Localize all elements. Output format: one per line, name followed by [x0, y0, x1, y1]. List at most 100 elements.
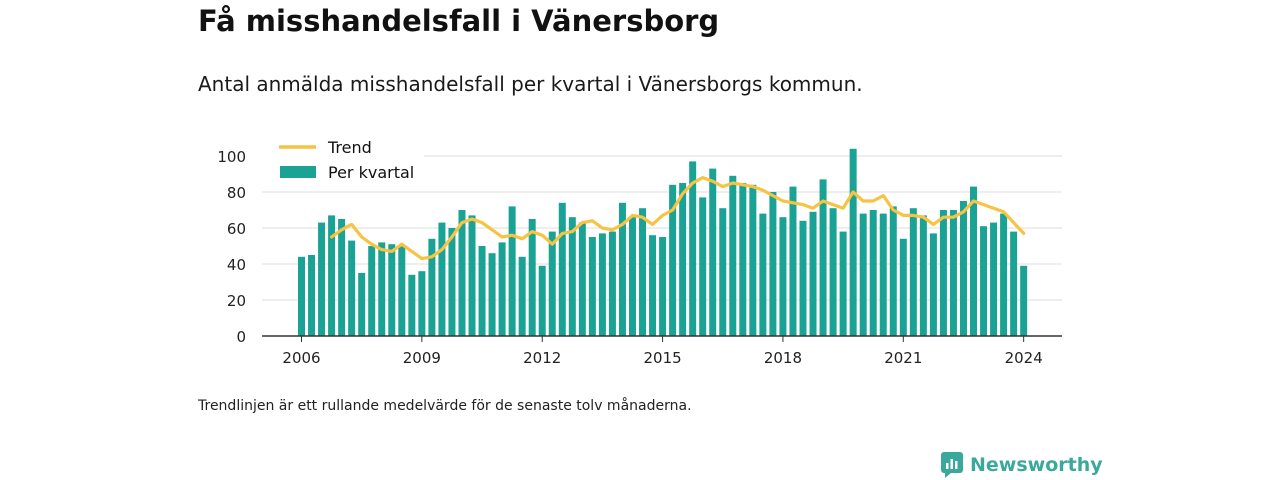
bar — [939, 210, 947, 336]
bar — [829, 208, 837, 336]
bar — [889, 206, 897, 336]
y-tick-label: 0 — [236, 328, 246, 346]
bar — [468, 215, 476, 336]
bar — [869, 210, 877, 336]
page-title: Få misshandelsfall i Vänersborg — [198, 4, 720, 38]
brand-name: Newsworthy — [970, 454, 1103, 476]
bar — [759, 213, 767, 336]
y-axis-ticks: 0 20 40 60 80 100 — [217, 148, 246, 346]
bar — [879, 213, 887, 336]
bar — [528, 219, 536, 336]
bar — [428, 238, 436, 336]
bar — [719, 208, 727, 336]
y-tick-label: 60 — [227, 220, 246, 238]
bar — [458, 210, 466, 336]
bar — [398, 246, 406, 336]
bar — [588, 237, 596, 336]
bar — [1010, 231, 1018, 336]
bar — [980, 226, 988, 336]
legend-bar-swatch — [280, 166, 316, 178]
bar — [358, 273, 366, 336]
bar — [819, 179, 827, 336]
y-tick-label: 40 — [227, 256, 246, 274]
bar — [1020, 265, 1028, 336]
bar — [388, 244, 396, 336]
bar — [809, 211, 817, 336]
bar — [970, 186, 978, 336]
bar — [478, 246, 486, 336]
bar — [608, 231, 616, 336]
y-tick-label: 100 — [217, 148, 246, 166]
bar — [779, 217, 787, 336]
x-tick-label: 2021 — [884, 349, 922, 367]
bar — [919, 215, 927, 336]
legend: Trend Per kvartal — [262, 134, 424, 190]
footnote: Trendlinjen är ett rullande medelvärde f… — [198, 398, 692, 414]
bar — [498, 242, 506, 336]
bar — [699, 197, 707, 336]
bar — [839, 231, 847, 336]
bar — [990, 222, 998, 336]
legend-background — [262, 134, 424, 190]
bar — [859, 213, 867, 336]
bar — [709, 168, 717, 336]
chart-subtitle: Antal anmälda misshandelsfall per kvarta… — [198, 72, 863, 96]
bar — [518, 256, 526, 336]
bar — [618, 202, 626, 336]
trend-line — [330, 176, 1026, 261]
bar — [548, 231, 556, 336]
bar — [348, 240, 356, 336]
x-tick-label: 2006 — [282, 349, 320, 367]
y-tick-label: 20 — [227, 292, 246, 310]
bar — [628, 217, 636, 336]
bar — [959, 201, 967, 336]
bar — [438, 222, 446, 336]
x-tick-label: 2018 — [764, 349, 802, 367]
bar — [749, 184, 757, 336]
bar — [1000, 213, 1008, 336]
bar — [308, 255, 316, 336]
bar — [929, 233, 937, 336]
x-tick-label: 2024 — [1005, 349, 1043, 367]
bar — [729, 175, 737, 336]
bar — [338, 219, 346, 336]
x-tick-label: 2012 — [523, 349, 561, 367]
bar — [508, 206, 516, 336]
bar — [849, 148, 857, 336]
bar — [899, 238, 907, 336]
bar — [558, 202, 566, 336]
bar — [679, 183, 687, 336]
bar — [568, 217, 576, 336]
bar — [598, 233, 606, 336]
bar — [689, 161, 697, 336]
legend-trend-label: Trend — [327, 138, 372, 157]
bar — [538, 265, 546, 336]
legend-bar-label: Per kvartal — [328, 163, 414, 182]
bar — [378, 242, 386, 336]
bar — [328, 215, 336, 336]
bar — [408, 274, 416, 336]
brand[interactable]: Newsworthy — [940, 450, 1103, 480]
bar — [298, 256, 305, 336]
bar — [318, 222, 326, 336]
bar — [639, 208, 647, 336]
bar — [448, 228, 456, 336]
bar — [578, 222, 586, 336]
newsworthy-logo-icon — [941, 452, 963, 478]
bar — [909, 208, 917, 336]
bar — [368, 246, 376, 336]
bar — [949, 210, 957, 336]
bar — [669, 184, 677, 336]
bar — [739, 183, 747, 336]
y-tick-label: 80 — [227, 184, 246, 202]
bar — [488, 253, 496, 336]
bar — [659, 237, 667, 336]
bar — [769, 192, 777, 336]
bar — [799, 220, 807, 336]
x-axis-ticks: 2006 2009 2012 2015 2018 2021 2024 — [282, 336, 1043, 367]
x-tick-label: 2015 — [643, 349, 681, 367]
bars — [298, 148, 1028, 336]
bar — [789, 186, 797, 336]
bar — [418, 271, 426, 336]
